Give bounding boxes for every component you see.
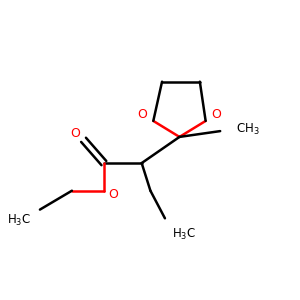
- Text: O: O: [70, 127, 80, 140]
- Text: O: O: [138, 108, 148, 121]
- Text: O: O: [109, 188, 118, 201]
- Text: H$_3$C: H$_3$C: [172, 227, 196, 242]
- Text: CH$_3$: CH$_3$: [236, 122, 260, 137]
- Text: H$_3$C: H$_3$C: [7, 213, 31, 228]
- Text: O: O: [212, 108, 221, 121]
